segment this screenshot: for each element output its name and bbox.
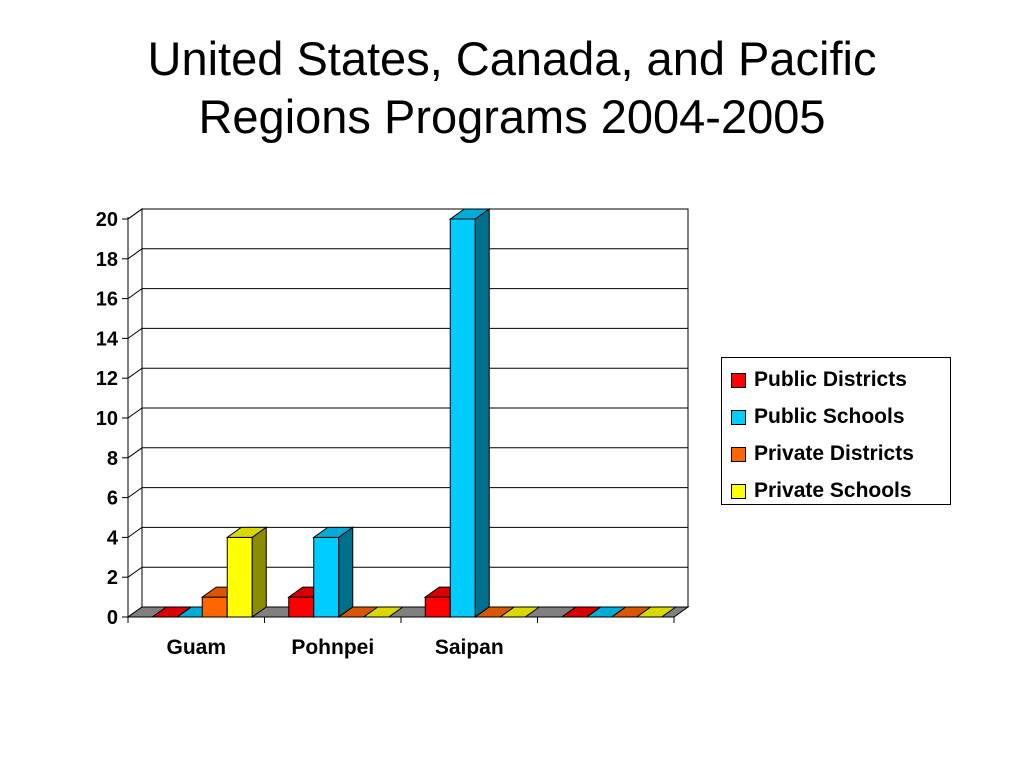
bar-front <box>424 596 451 618</box>
gridline <box>127 288 688 300</box>
legend-label: Private Districts <box>754 442 914 465</box>
legend-item-private-schools: Private Schools <box>731 479 912 503</box>
gridline <box>127 566 688 578</box>
y-tick-label: 8 <box>107 448 118 470</box>
gridline <box>127 407 688 419</box>
chart-walls <box>127 208 689 618</box>
gridline <box>127 487 688 499</box>
x-tick-label: Pohnpei <box>291 636 374 659</box>
bar-front <box>288 596 315 618</box>
gridline <box>127 327 688 339</box>
legend-label: Public Schools <box>754 405 905 428</box>
bars <box>150 208 678 618</box>
y-tick-label: 10 <box>96 408 118 430</box>
bar <box>448 208 491 618</box>
bar-side <box>251 526 267 618</box>
bar-front <box>201 596 228 618</box>
y-axis-ticks: 0 2 4 6 8 10 12 14 16 18 20 <box>96 209 128 629</box>
y-tick-label: 12 <box>96 368 118 390</box>
slide-title: United States, Canada, and Pacific Regio… <box>0 30 1024 146</box>
gridlines <box>127 208 688 578</box>
title-line-2: Regions Programs 2004-2005 <box>198 90 826 143</box>
legend-label: Private Schools <box>754 479 912 502</box>
gridline <box>127 447 688 459</box>
legend-item-private-districts: Private Districts <box>731 442 914 466</box>
x-tick-label: Saipan <box>435 636 504 659</box>
bar <box>312 526 355 618</box>
y-tick-label: 20 <box>96 209 118 231</box>
bar <box>225 526 268 618</box>
legend-label: Public Districts <box>754 368 907 391</box>
x-axis-ticks: Guam Pohnpei Saipan <box>127 617 675 659</box>
bar-side <box>474 208 490 618</box>
y-tick-label: 0 <box>107 607 118 629</box>
legend-item-public-schools: Public Schools <box>731 405 905 429</box>
y-tick-label: 2 <box>107 567 118 589</box>
chart-legend: Public Districts Public Schools Private … <box>721 357 951 505</box>
bar-front <box>313 536 340 618</box>
x-tick-label: Guam <box>166 636 226 659</box>
y-tick-label: 4 <box>107 527 119 549</box>
legend-swatch <box>731 372 746 388</box>
legend-swatch <box>731 446 746 462</box>
y-tick-label: 16 <box>96 289 118 311</box>
legend-swatch <box>731 483 746 499</box>
y-tick-label: 6 <box>107 488 118 510</box>
bar-front <box>449 218 476 618</box>
legend-swatch <box>731 409 746 425</box>
gridline <box>127 367 688 379</box>
gridline <box>127 248 688 260</box>
y-tick-label: 18 <box>96 249 118 271</box>
gridline <box>127 208 688 220</box>
title-line-1: United States, Canada, and Pacific <box>147 32 877 85</box>
y-tick-label: 14 <box>96 328 119 350</box>
bar-side <box>338 526 354 618</box>
bar-front <box>226 536 253 618</box>
legend-item-public-districts: Public Districts <box>731 368 907 392</box>
gridline <box>127 526 688 538</box>
